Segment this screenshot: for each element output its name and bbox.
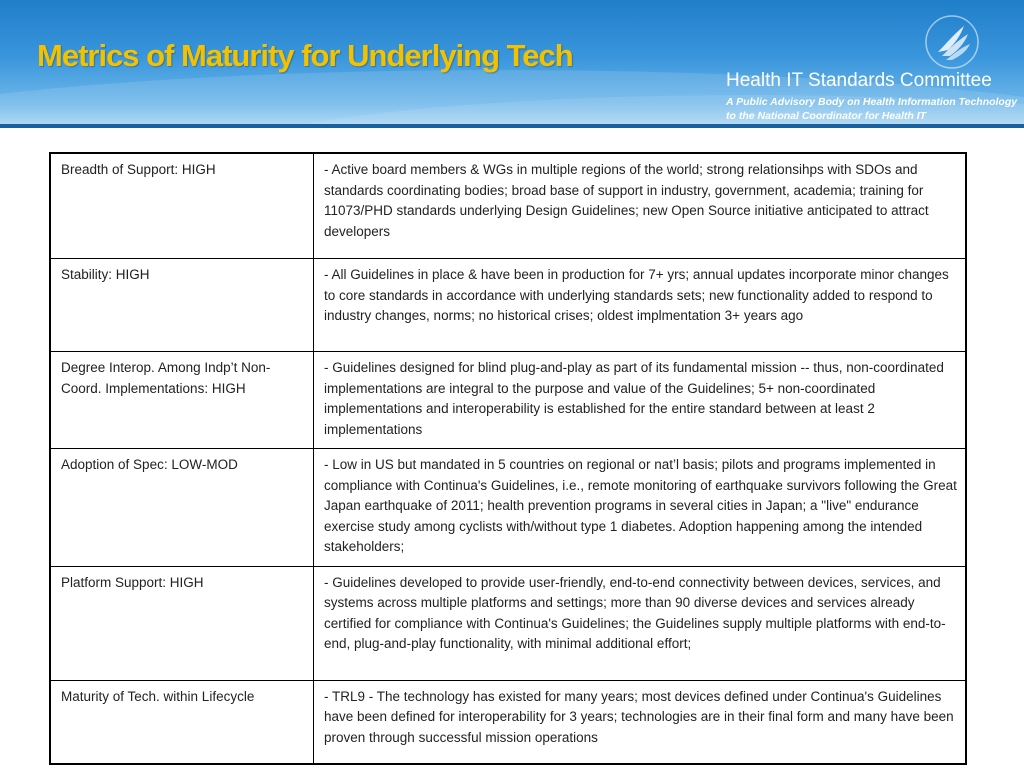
- metric-description-cell: - Active board members & WGs in multiple…: [313, 152, 967, 259]
- metric-label-cell: Degree Interop. Among Indp’t Non-Coord. …: [49, 351, 314, 449]
- committee-tagline-line: A Public Advisory Body on Health Informa…: [726, 96, 1018, 108]
- metric-label-cell: Maturity of Tech. within Lifecycle: [49, 679, 314, 764]
- metrics-table-container: Breadth of Support: HIGH - Active board …: [49, 152, 967, 765]
- metric-label-cell: Stability: HIGH: [49, 258, 314, 352]
- slide-title: Metrics of Maturity for Underlying Tech: [37, 38, 574, 73]
- table-row: Degree Interop. Among Indp’t Non-Coord. …: [49, 351, 967, 449]
- table-row: Platform Support: HIGH - Guidelines deve…: [49, 565, 967, 681]
- header-divider: [0, 124, 1024, 128]
- table-row: Stability: HIGH - All Guidelines in plac…: [49, 258, 967, 352]
- slide-header: Metrics of Maturity for Underlying Tech …: [0, 0, 1024, 128]
- metrics-table: Breadth of Support: HIGH - Active board …: [49, 152, 967, 765]
- hhs-eagle-icon: [925, 15, 979, 69]
- metric-label-cell: Adoption of Spec: LOW-MOD: [49, 448, 314, 567]
- metric-description-cell: - Guidelines developed to provide user-f…: [313, 565, 967, 681]
- metric-label-cell: Breadth of Support: HIGH: [49, 152, 314, 259]
- committee-tagline: A Public Advisory Body on Health Informa…: [726, 95, 1017, 123]
- metric-description-cell: - Guidelines designed for blind plug-and…: [313, 351, 967, 449]
- table-row: Adoption of Spec: LOW-MOD - Low in US bu…: [49, 448, 967, 567]
- metric-description-cell: - Low in US but mandated in 5 countries …: [313, 448, 967, 567]
- table-row: Maturity of Tech. within Lifecycle - TRL…: [49, 679, 967, 764]
- metric-description-cell: - TRL9 - The technology has existed for …: [313, 679, 967, 764]
- committee-name: Health IT Standards Committee: [726, 70, 992, 91]
- metric-label-cell: Platform Support: HIGH: [49, 565, 314, 681]
- metric-description-cell: - All Guidelines in place & have been in…: [313, 258, 967, 352]
- committee-tagline-line: to the National Coordinator for Health I…: [726, 110, 927, 122]
- table-row: Breadth of Support: HIGH - Active board …: [49, 152, 967, 259]
